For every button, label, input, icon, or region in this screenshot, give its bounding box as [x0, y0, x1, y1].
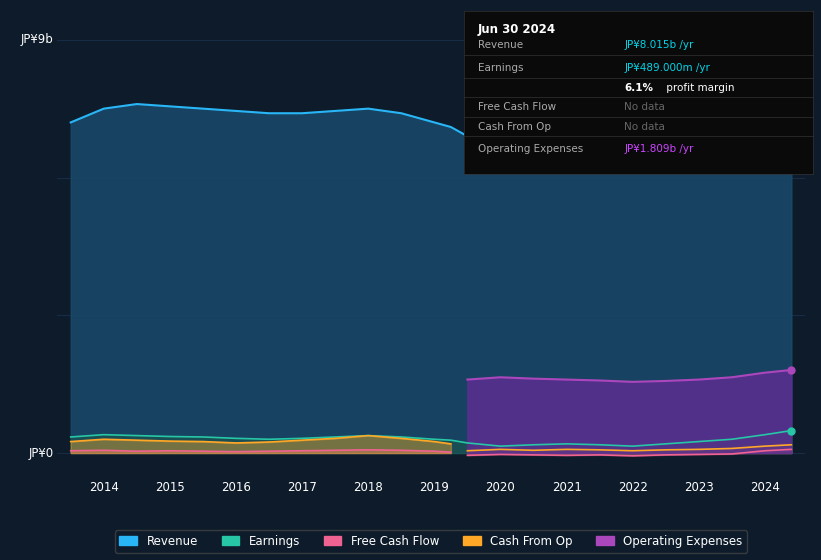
Text: JP¥489.000m /yr: JP¥489.000m /yr [624, 63, 710, 73]
Text: Free Cash Flow: Free Cash Flow [478, 102, 556, 112]
Legend: Revenue, Earnings, Free Cash Flow, Cash From Op, Operating Expenses: Revenue, Earnings, Free Cash Flow, Cash … [115, 530, 747, 553]
Text: Revenue: Revenue [478, 40, 523, 50]
Text: Cash From Op: Cash From Op [478, 122, 551, 132]
Text: 6.1%: 6.1% [624, 83, 654, 92]
Text: JP¥0: JP¥0 [29, 446, 53, 460]
Text: Jun 30 2024: Jun 30 2024 [478, 22, 556, 36]
Text: JP¥8.015b /yr: JP¥8.015b /yr [624, 40, 694, 50]
Text: profit margin: profit margin [663, 83, 734, 92]
Text: JP¥9b: JP¥9b [21, 33, 53, 46]
Text: Earnings: Earnings [478, 63, 523, 73]
Text: No data: No data [624, 122, 665, 132]
Text: No data: No data [624, 102, 665, 112]
Text: JP¥1.809b /yr: JP¥1.809b /yr [624, 144, 694, 155]
Text: Operating Expenses: Operating Expenses [478, 144, 583, 155]
